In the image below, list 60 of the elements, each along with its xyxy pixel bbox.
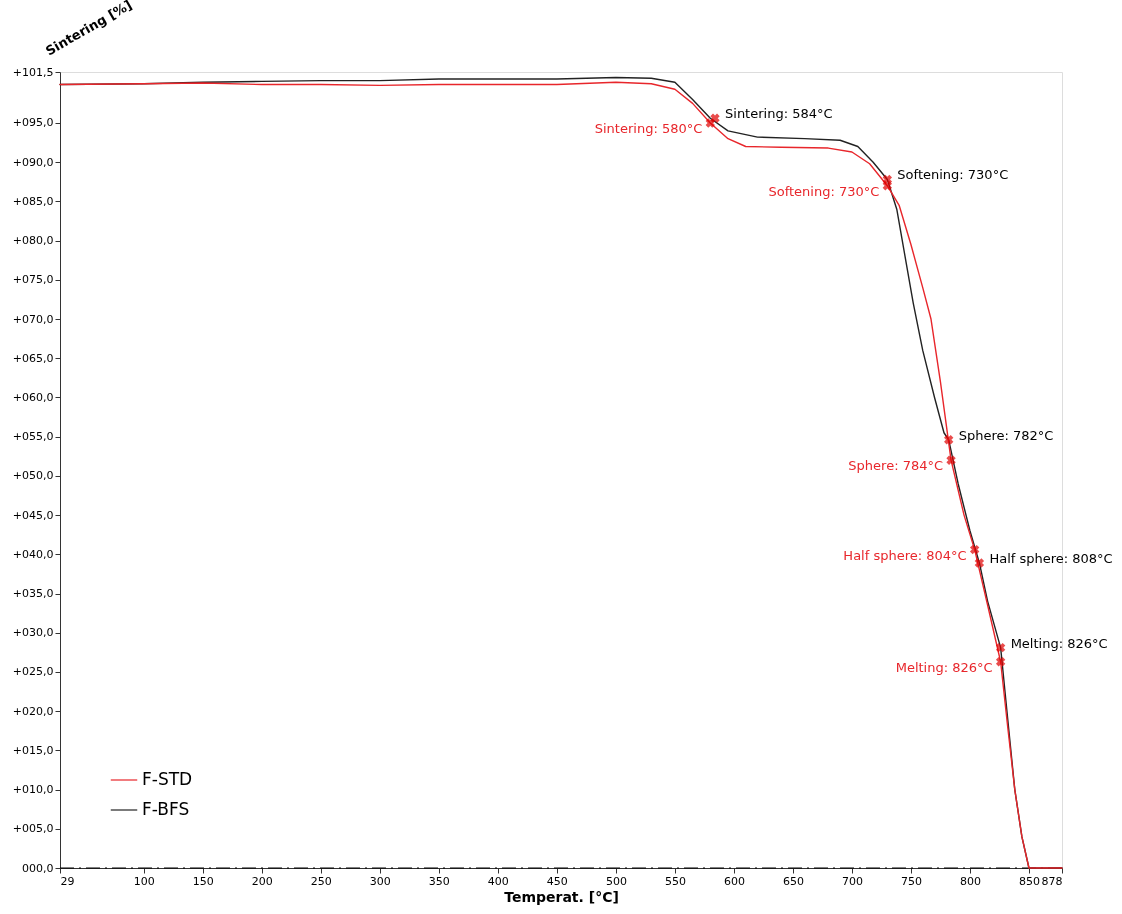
point bbox=[969, 544, 980, 555]
annotation: Melting: 826°C bbox=[1010, 635, 1108, 651]
y-tick-label: +030,0 bbox=[12, 626, 54, 640]
annotation: Sintering: 584°C bbox=[725, 106, 833, 122]
x-tick-label: 400 bbox=[487, 874, 509, 888]
y-tick-label: +015,0 bbox=[12, 743, 54, 757]
annotation: Softening: 730°C bbox=[897, 167, 1009, 183]
x-tick-label: 350 bbox=[428, 874, 450, 888]
annotation: Softening: 730°C bbox=[768, 183, 880, 199]
x-tick-label: 600 bbox=[723, 874, 745, 888]
y-tick-label: +010,0 bbox=[12, 783, 54, 797]
annotation: Sphere: 782°C bbox=[958, 427, 1054, 443]
x-tick-label: 800 bbox=[959, 874, 981, 888]
x-tick-label: 650 bbox=[782, 874, 804, 888]
legend-label: F-BFS bbox=[142, 799, 190, 819]
point bbox=[995, 642, 1006, 653]
y-tick-label: +090,0 bbox=[12, 155, 54, 169]
point bbox=[882, 174, 893, 185]
y-tick-label: 000,0 bbox=[22, 861, 54, 875]
point bbox=[974, 558, 985, 568]
point bbox=[944, 435, 954, 445]
x-tick-label: 878 bbox=[1041, 874, 1063, 888]
y-tick-label: +070,0 bbox=[12, 312, 54, 326]
x-tick-label: 100 bbox=[133, 874, 155, 888]
x-tick-label: 550 bbox=[664, 874, 686, 888]
x-tick-label: 250 bbox=[310, 874, 332, 888]
point bbox=[995, 657, 1006, 667]
y-tick-label: +020,0 bbox=[12, 704, 54, 718]
annotation: Sphere: 784°C bbox=[848, 458, 944, 474]
x-tick-label: 450 bbox=[546, 874, 568, 888]
y-tick-label: +040,0 bbox=[12, 547, 54, 561]
x-tick-label: 200 bbox=[251, 874, 273, 888]
y-tick-label: +060,0 bbox=[12, 390, 54, 404]
y-tick-label: +025,0 bbox=[12, 665, 54, 679]
x-tick-label: 700 bbox=[841, 874, 863, 888]
x-tick-label: 300 bbox=[369, 874, 391, 888]
y-tick-label: +045,0 bbox=[12, 508, 54, 522]
y-tick-label: +101,5 bbox=[12, 65, 54, 79]
x-axis-title: Temperat. [°C] bbox=[504, 888, 619, 905]
point bbox=[946, 455, 956, 465]
annotation: Sintering: 580°C bbox=[594, 120, 703, 136]
y-tick-label: +095,0 bbox=[12, 116, 54, 130]
x-tick-label: 850 bbox=[1018, 874, 1040, 888]
x-tick-label: 750 bbox=[900, 874, 922, 888]
annotation: Half sphere: 804°C bbox=[843, 547, 967, 563]
x-tick-label: 500 bbox=[605, 874, 627, 888]
x-tick-label: 29 bbox=[60, 874, 75, 888]
y-tick-label: +085,0 bbox=[12, 194, 54, 208]
point bbox=[710, 113, 720, 123]
x-tick-label: 150 bbox=[192, 874, 214, 888]
y-tick-label: +005,0 bbox=[12, 822, 54, 836]
y-tick-label: +055,0 bbox=[12, 430, 54, 444]
legend-label: F-STD bbox=[142, 769, 193, 789]
y-tick-label: +035,0 bbox=[12, 587, 54, 601]
annotation: Melting: 826°C bbox=[895, 659, 993, 675]
y-tick-label: +050,0 bbox=[12, 469, 54, 483]
y-tick-label: +065,0 bbox=[12, 351, 54, 365]
y-tick-label: +075,0 bbox=[12, 273, 54, 287]
y-tick-label: +080,0 bbox=[12, 234, 54, 248]
annotation: Half sphere: 808°C bbox=[989, 550, 1113, 566]
